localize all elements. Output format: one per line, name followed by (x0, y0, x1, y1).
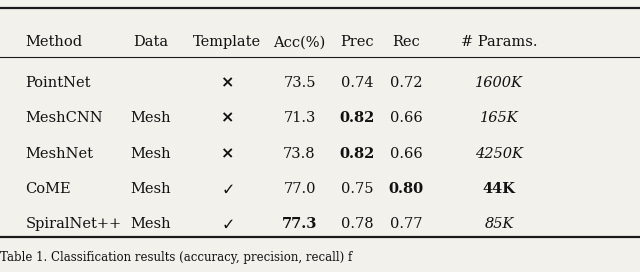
Text: 0.75: 0.75 (341, 182, 373, 196)
Text: 44K: 44K (483, 182, 516, 196)
Text: 73.8: 73.8 (284, 147, 316, 161)
Text: 0.77: 0.77 (390, 217, 422, 231)
Text: 0.80: 0.80 (389, 182, 424, 196)
Text: 0.66: 0.66 (390, 111, 423, 125)
Text: Mesh: Mesh (130, 182, 171, 196)
Text: 165K: 165K (480, 111, 518, 125)
Text: MeshNet: MeshNet (26, 147, 93, 161)
Text: Table 1. Classification results (accuracy, precision, recall) f: Table 1. Classification results (accurac… (0, 251, 352, 264)
Text: $\mathbf{\checkmark}$: $\mathbf{\checkmark}$ (221, 181, 234, 197)
Text: 77.3: 77.3 (282, 217, 317, 231)
Text: CoME: CoME (26, 182, 71, 196)
Text: 0.74: 0.74 (341, 76, 373, 90)
Text: Rec: Rec (392, 35, 420, 49)
Text: Template: Template (193, 35, 261, 49)
Text: 0.82: 0.82 (339, 111, 375, 125)
Text: $\mathbf{\times}$: $\mathbf{\times}$ (221, 111, 234, 126)
Text: 1600K: 1600K (476, 76, 523, 90)
Text: Mesh: Mesh (130, 217, 171, 231)
Text: 0.72: 0.72 (390, 76, 422, 90)
Text: 77.0: 77.0 (284, 182, 316, 196)
Text: 0.66: 0.66 (390, 147, 423, 161)
Text: Prec: Prec (340, 35, 374, 49)
Text: $\mathbf{\checkmark}$: $\mathbf{\checkmark}$ (221, 217, 234, 232)
Text: 85K: 85K (484, 217, 514, 231)
Text: Data: Data (133, 35, 168, 49)
Text: 71.3: 71.3 (284, 111, 316, 125)
Text: $\mathbf{\times}$: $\mathbf{\times}$ (221, 146, 234, 161)
Text: 4250K: 4250K (476, 147, 523, 161)
Text: Acc(%): Acc(%) (273, 35, 326, 49)
Text: Mesh: Mesh (130, 111, 171, 125)
Text: PointNet: PointNet (26, 76, 91, 90)
Text: 0.82: 0.82 (339, 147, 375, 161)
Text: Mesh: Mesh (130, 147, 171, 161)
Text: Method: Method (26, 35, 83, 49)
Text: # Params.: # Params. (461, 35, 538, 49)
Text: $\mathbf{\times}$: $\mathbf{\times}$ (221, 75, 234, 91)
Text: MeshCNN: MeshCNN (26, 111, 103, 125)
Text: 0.78: 0.78 (341, 217, 373, 231)
Text: SpiralNet++: SpiralNet++ (26, 217, 122, 231)
Text: 73.5: 73.5 (284, 76, 316, 90)
